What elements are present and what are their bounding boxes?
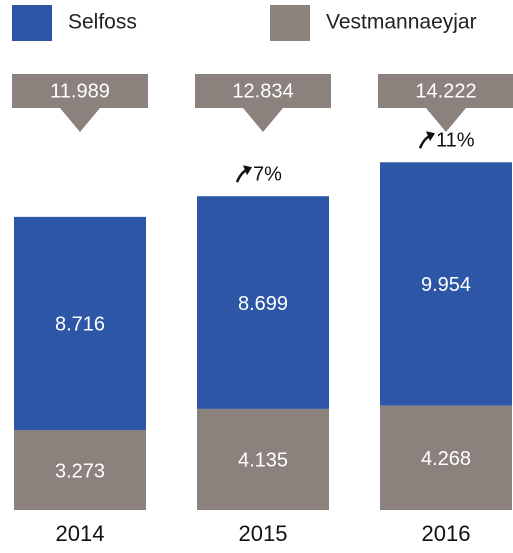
- x-tick-label: 2016: [422, 521, 471, 546]
- total-label: 12.834: [232, 80, 293, 102]
- growth-arrow-head: [243, 165, 252, 176]
- bar-segment: [380, 405, 512, 510]
- bar-segment: [197, 196, 329, 409]
- bar-segment: [14, 216, 146, 430]
- total-callout: [195, 74, 331, 132]
- total-label: 14.222: [415, 80, 476, 102]
- value-label: 4.135: [238, 450, 288, 472]
- total-callout: [12, 74, 148, 132]
- legend-label: Vestmannaeyjar: [326, 11, 477, 34]
- x-tick-label: 2015: [239, 521, 288, 546]
- value-label: 3.273: [55, 460, 105, 482]
- total-callout: [378, 74, 513, 132]
- value-label: 8.699: [238, 293, 288, 315]
- total-label: 11.989: [50, 80, 110, 102]
- legend-swatch: [12, 5, 52, 41]
- value-label: 9.954: [421, 274, 471, 296]
- growth-arrow-head: [426, 131, 435, 142]
- x-tick-label: 2014: [56, 521, 105, 546]
- bar-segment: [380, 162, 512, 406]
- bar-segment: [14, 429, 146, 510]
- growth-label: 11%: [436, 130, 475, 152]
- legend-label: Selfoss: [68, 11, 137, 34]
- value-label: 8.716: [55, 314, 105, 336]
- growth-label: 7%: [253, 163, 282, 185]
- value-label: 4.268: [421, 448, 471, 470]
- legend-swatch: [270, 5, 310, 41]
- bar-segment: [197, 408, 329, 510]
